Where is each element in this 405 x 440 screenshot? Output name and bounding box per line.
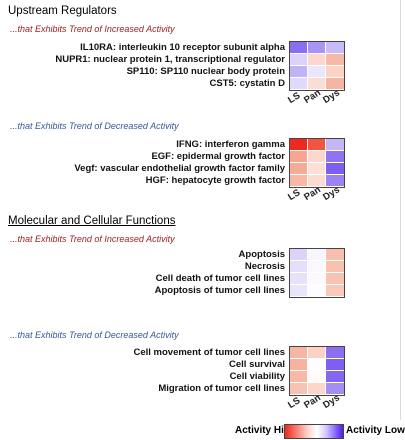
section-title-upstream-regulators: Upstream Regulators bbox=[8, 5, 117, 17]
heatmap-cell bbox=[290, 175, 308, 187]
heatmap-upstream-increased bbox=[289, 41, 345, 91]
heatmap-cell bbox=[326, 66, 344, 78]
heatmap-cell bbox=[326, 139, 344, 151]
subtitle-decreased-activity: ...that Exhibits Trend of Decreased Acti… bbox=[10, 330, 179, 340]
heatmap-cell bbox=[326, 78, 344, 90]
heatmap-cell bbox=[326, 285, 344, 297]
heatmap-cell bbox=[290, 163, 308, 175]
heatmap-cell bbox=[290, 54, 308, 66]
row-label: Cell movement of tumor cell lines bbox=[133, 347, 285, 358]
panel-divider bbox=[400, 0, 401, 420]
legend-low-label: Activity Low bbox=[346, 425, 405, 436]
row-label: Migration of tumor cell lines bbox=[158, 383, 285, 394]
heatmap-cell bbox=[326, 151, 344, 163]
heatmap-cell bbox=[326, 249, 344, 261]
row-label: IL10RA: interleukin 10 receptor subunit … bbox=[80, 42, 285, 53]
heatmap-cell bbox=[326, 54, 344, 66]
row-label: Cell death of tumor cell lines bbox=[155, 273, 285, 284]
heatmap-functions-decreased bbox=[289, 346, 345, 396]
legend-hi-label: Activity Hi bbox=[235, 425, 284, 436]
heatmap-cell bbox=[308, 249, 326, 261]
subtitle-decreased-activity: ...that Exhibits Trend of Decreased Acti… bbox=[10, 121, 179, 131]
heatmap-cell bbox=[290, 66, 308, 78]
heatmap-cell bbox=[290, 383, 308, 395]
heatmap-cell bbox=[290, 273, 308, 285]
heatmap-cell bbox=[326, 42, 344, 54]
heatmap-cell bbox=[308, 273, 326, 285]
row-label: Cell survival bbox=[229, 359, 285, 370]
row-label: Apoptosis of tumor cell lines bbox=[154, 285, 285, 296]
heatmap-cell bbox=[308, 42, 326, 54]
heatmap-cell bbox=[308, 163, 326, 175]
heatmap-cell bbox=[290, 285, 308, 297]
heatmap-cell bbox=[290, 151, 308, 163]
heatmap-cell bbox=[308, 54, 326, 66]
heatmap-cell bbox=[326, 371, 344, 383]
row-label: HGF: hepatocyte growth factor bbox=[145, 175, 285, 186]
heatmap-cell bbox=[308, 261, 326, 273]
heatmap-cell bbox=[308, 285, 326, 297]
row-label: Necrosis bbox=[244, 261, 285, 272]
heatmap-cell bbox=[308, 383, 326, 395]
heatmap-cell bbox=[326, 175, 344, 187]
heatmap-cell bbox=[290, 42, 308, 54]
heatmap-functions-increased bbox=[289, 248, 345, 298]
heatmap-cell bbox=[290, 249, 308, 261]
heatmap-cell bbox=[308, 371, 326, 383]
column-label-ls: LS bbox=[286, 395, 303, 411]
heatmap-cell bbox=[290, 261, 308, 273]
heatmap-cell bbox=[308, 78, 326, 90]
row-label: Cell viability bbox=[229, 371, 285, 382]
heatmap-cell bbox=[308, 66, 326, 78]
legend-gradient-bar bbox=[284, 424, 344, 439]
heatmap-cell bbox=[326, 347, 344, 359]
heatmap-cell bbox=[308, 347, 326, 359]
section-title-molecular-cellular: Molecular and Cellular Functions bbox=[8, 215, 176, 227]
heatmap-cell bbox=[326, 273, 344, 285]
heatmap-cell bbox=[290, 347, 308, 359]
heatmap-cell bbox=[308, 139, 326, 151]
row-label: NUPR1: nuclear protein 1, transcriptiona… bbox=[55, 54, 285, 65]
row-label: EGF: epidermal growth factor bbox=[151, 151, 285, 162]
subtitle-increased-activity: ...that Exhibits Trend of Increased Acti… bbox=[10, 24, 175, 34]
column-label-ls: LS bbox=[286, 187, 303, 203]
row-label: Apoptosis bbox=[238, 249, 285, 260]
subtitle-increased-activity: ...that Exhibits Trend of Increased Acti… bbox=[10, 234, 175, 244]
heatmap-cell bbox=[290, 359, 308, 371]
row-label: IFNG: interferon gamma bbox=[176, 139, 285, 150]
heatmap-cell bbox=[308, 359, 326, 371]
heatmap-cell bbox=[308, 151, 326, 163]
heatmap-cell bbox=[290, 139, 308, 151]
column-label-ls: LS bbox=[286, 90, 303, 106]
row-label: Vegf: vascular endothelial growth factor… bbox=[74, 163, 285, 174]
heatmap-cell bbox=[290, 371, 308, 383]
heatmap-cell bbox=[308, 175, 326, 187]
row-label: CST5: cystatin D bbox=[209, 78, 286, 89]
heatmap-cell bbox=[326, 383, 344, 395]
heatmap-cell bbox=[290, 78, 308, 90]
heatmap-cell bbox=[326, 359, 344, 371]
heatmap-cell bbox=[326, 261, 344, 273]
heatmap-cell bbox=[326, 163, 344, 175]
row-label: SP110: SP110 nuclear body protein bbox=[126, 66, 285, 77]
heatmap-upstream-decreased bbox=[289, 138, 345, 188]
